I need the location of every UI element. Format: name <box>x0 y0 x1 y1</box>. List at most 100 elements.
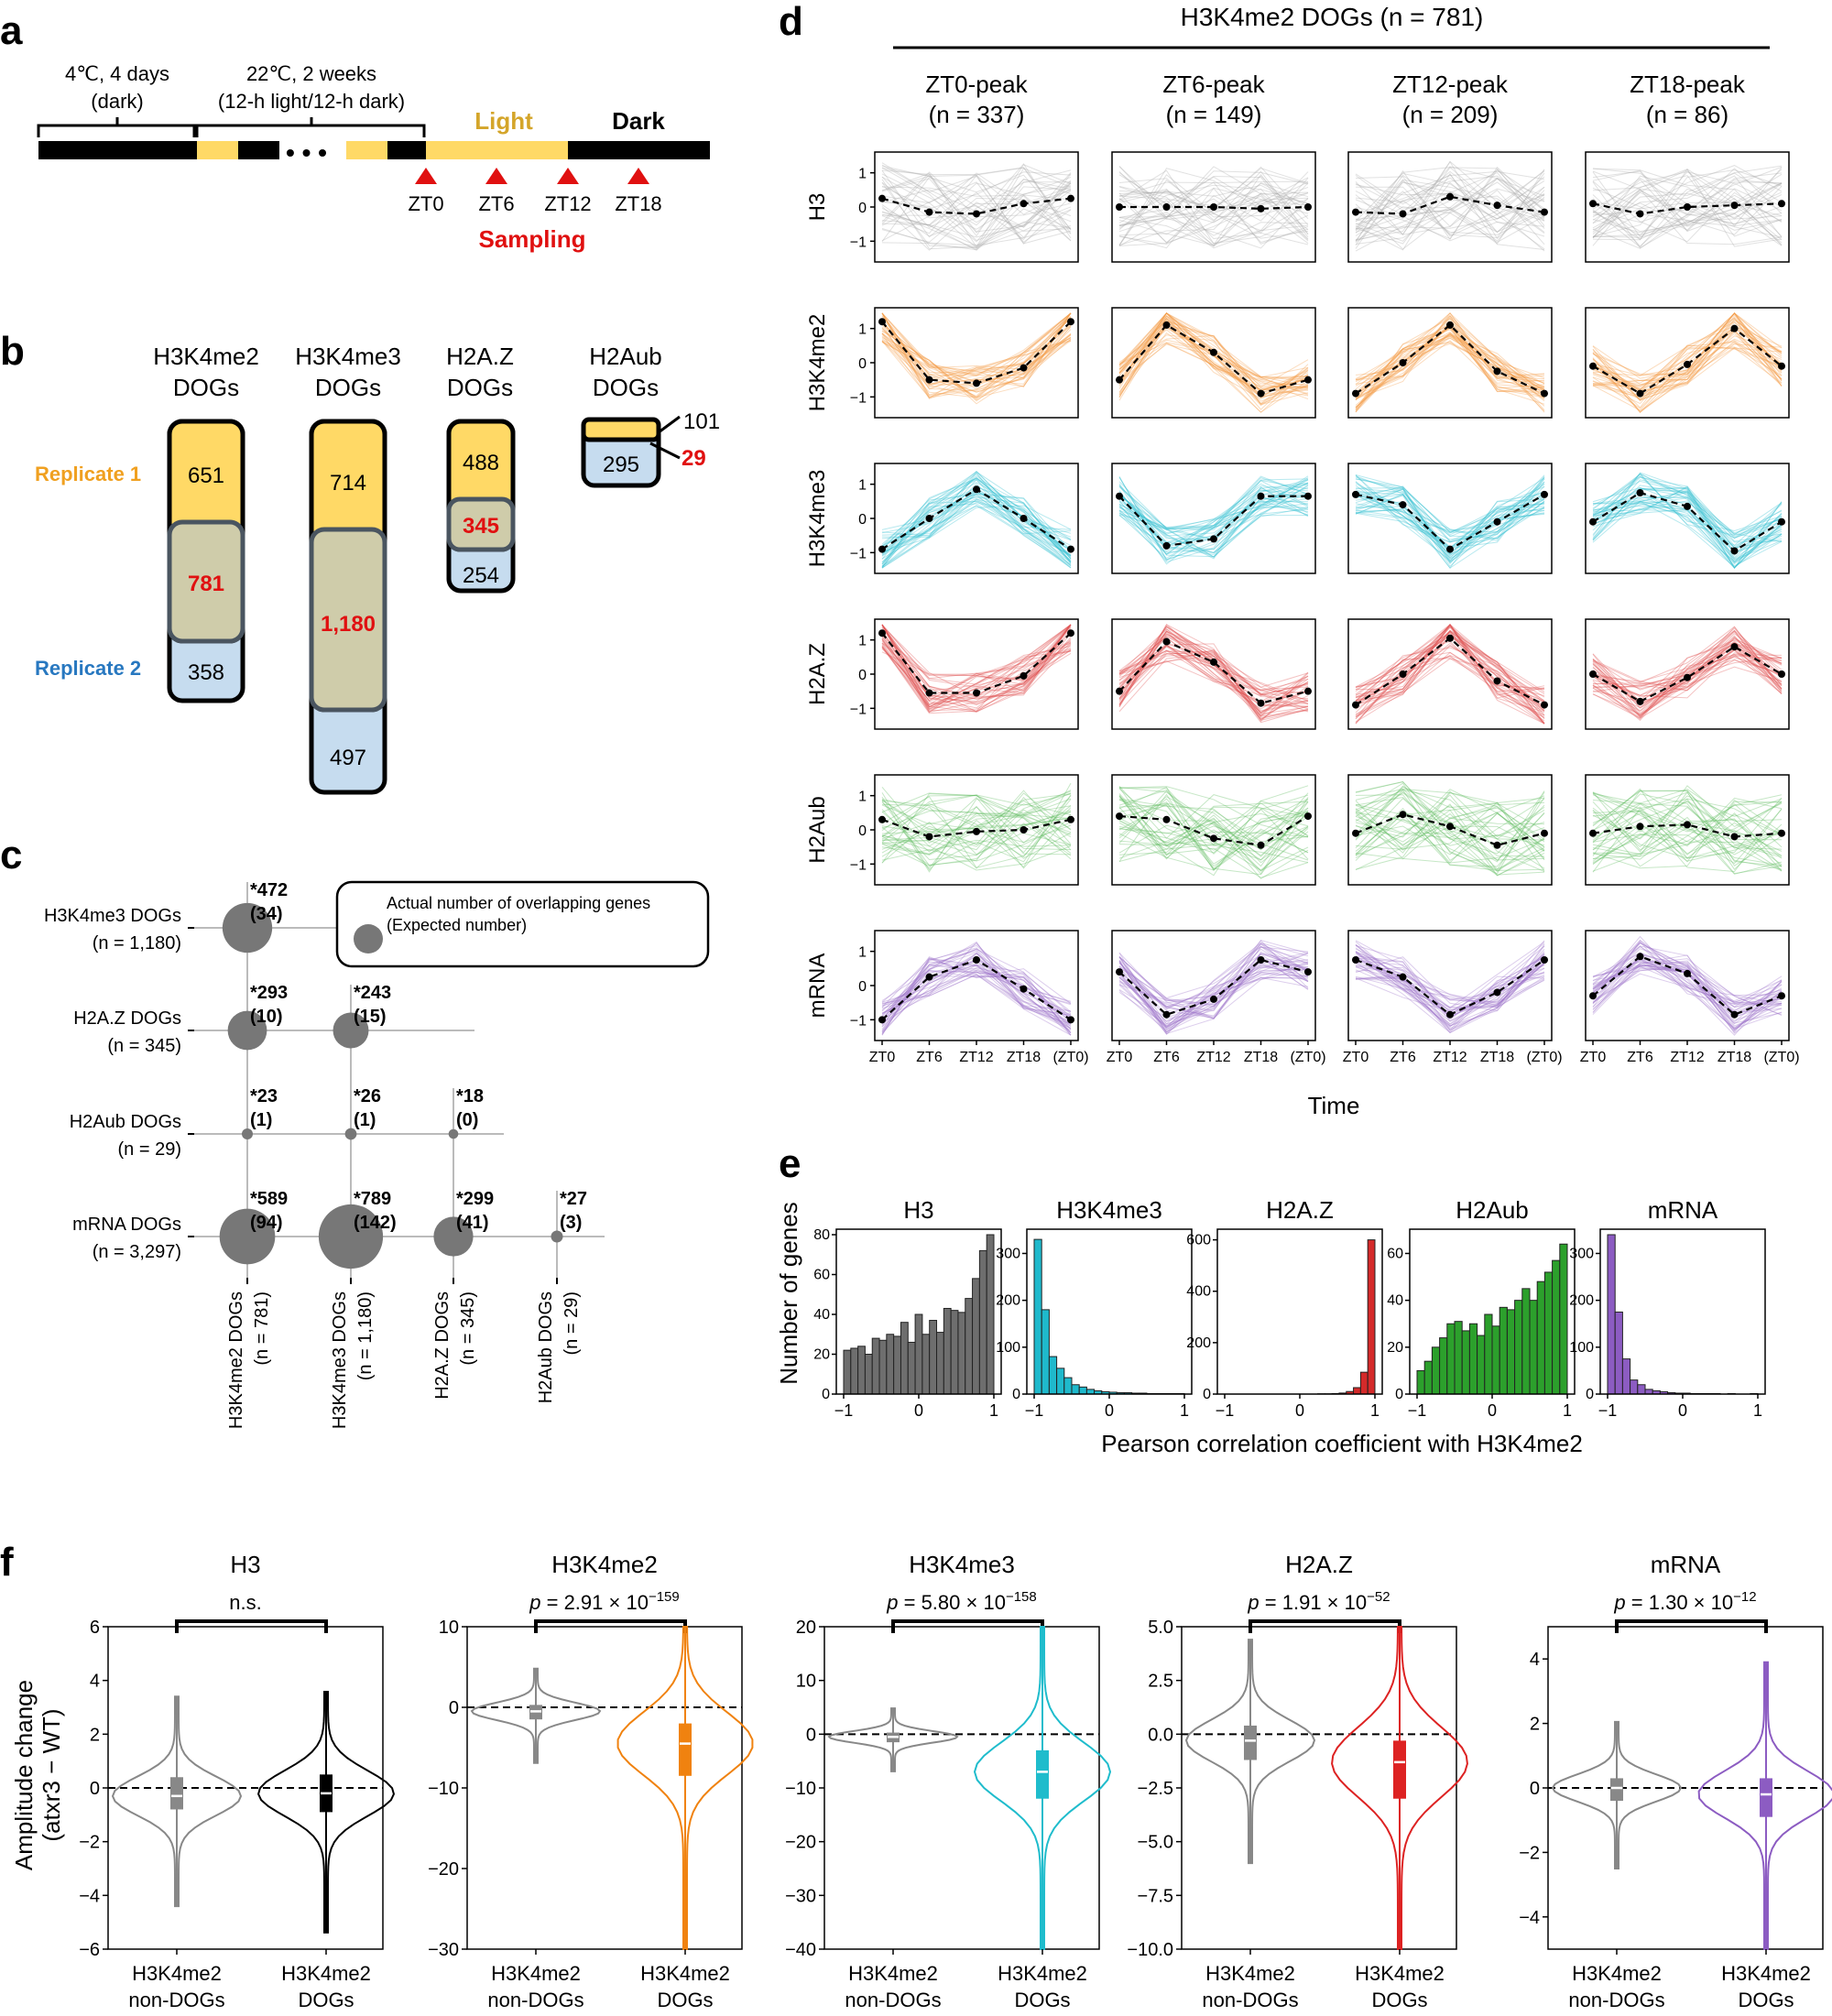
replicate1-label: Replicate 1 <box>35 463 141 485</box>
d-trace <box>1118 807 1309 860</box>
d-mean-line <box>1592 202 1783 215</box>
d-trace <box>1592 793 1783 870</box>
warm-label: 22℃, 2 weeks <box>246 62 376 85</box>
e-title: H3K4me3 <box>1056 1196 1162 1224</box>
d-trace <box>1118 187 1309 226</box>
e-xtick-label: −1 <box>1025 1401 1044 1420</box>
d-mean-point <box>1067 1016 1074 1024</box>
d-ytick-label: 0 <box>858 512 867 528</box>
d-ytick-label: −1 <box>850 390 867 406</box>
d-mean-point <box>878 815 886 823</box>
d-trace <box>1355 340 1545 396</box>
d-trace <box>1118 796 1309 867</box>
d-trace <box>1118 953 1309 1020</box>
f-grid: H3n.s.6420−2−4−6H3K4me2non-DOGsH3K4me2DO… <box>79 1551 1832 2011</box>
d-trace <box>1355 320 1545 408</box>
sampling-timepoint: ZT18 <box>615 192 661 215</box>
d-trace <box>881 322 1072 393</box>
d-trace <box>1118 963 1309 1016</box>
d-trace <box>1355 632 1545 716</box>
d-trace <box>881 792 1072 851</box>
d-trace <box>1355 790 1545 862</box>
d-mean-point <box>1636 953 1644 961</box>
d-xlabel: Time <box>1308 1092 1360 1119</box>
d-mean-point <box>1730 324 1739 332</box>
d-trace <box>1355 478 1545 533</box>
d-mean-point <box>925 689 933 697</box>
cold-label: 4℃, 4 days <box>65 62 169 85</box>
f-ytick-label: −2.5 <box>1138 1779 1173 1799</box>
d-trace <box>881 948 1072 1036</box>
d-trace <box>1355 780 1545 863</box>
d-trace <box>881 312 1072 376</box>
d-xtick-label: ZT6 <box>916 1050 943 1065</box>
d-mean-point <box>973 485 980 494</box>
f-cat-label: H3K4me2 <box>281 1962 371 1985</box>
e-ytick-label: 100 <box>1569 1340 1594 1356</box>
d-trace <box>1592 473 1783 554</box>
d-trace <box>1355 474 1545 561</box>
d-ytick-label: 1 <box>858 478 867 494</box>
f-subplot: H3 n.s. 6 4 2 0 −2 −4 −6 H3K4me2 non-DOGs H3K4me2 DO… <box>79 1551 396 2011</box>
d-frame <box>874 930 1079 1041</box>
d-trace <box>1355 630 1545 712</box>
d-trace <box>1592 179 1783 240</box>
d-mean-point <box>925 376 933 384</box>
e-ytick-label: 20 <box>1387 1340 1403 1356</box>
d-mean-point <box>973 956 980 964</box>
d-trace <box>1355 335 1545 409</box>
d-mean-point <box>1778 362 1785 370</box>
b-overlap-h3k4me2: 781 <box>188 572 224 596</box>
d-trace <box>881 798 1072 866</box>
d-mean-point <box>1304 492 1312 500</box>
d-trace <box>881 493 1072 560</box>
d-col-title: ZT12-peak <box>1392 71 1509 98</box>
e-bar <box>1477 1335 1486 1395</box>
d-trace <box>1355 957 1545 1033</box>
d-trace <box>1118 786 1309 838</box>
d-trace <box>1118 814 1309 864</box>
d-trace <box>1355 487 1545 555</box>
d-trace <box>1118 483 1309 554</box>
d-trace <box>881 642 1072 706</box>
d-trace <box>1355 172 1545 238</box>
d-trace <box>881 799 1072 851</box>
f-ytick-label: −10.0 <box>1127 1940 1173 1960</box>
d-frame <box>1111 463 1316 574</box>
d-mean-point <box>1020 200 1028 208</box>
d-trace <box>1355 474 1545 543</box>
d-mean-point <box>1304 203 1312 211</box>
d-xtick-label: ZT12 <box>1433 1050 1467 1065</box>
d-trace <box>1118 475 1309 543</box>
d-trace <box>1355 624 1545 718</box>
d-trace <box>1118 637 1309 707</box>
f-ytick-label: −5.0 <box>1138 1833 1173 1853</box>
d-trace <box>1118 322 1309 413</box>
d-trace <box>881 794 1072 844</box>
c-col-n: (n = 1,180) <box>355 1291 376 1380</box>
b-h2aub-leaders <box>649 415 681 460</box>
d-trace <box>1355 955 1545 1025</box>
d-trace <box>881 786 1072 844</box>
d-trace <box>1118 180 1309 197</box>
d-subplot <box>1111 307 1316 419</box>
d-mean-point <box>1493 367 1501 376</box>
d-trace <box>1592 169 1783 232</box>
d-trace <box>881 625 1072 698</box>
d-trace <box>1355 953 1545 1007</box>
d-trace <box>1118 485 1309 565</box>
d-trace <box>881 624 1072 700</box>
d-xtick-label: ZT0 <box>1107 1050 1133 1065</box>
d-trace <box>1355 495 1545 568</box>
d-trace <box>881 498 1072 557</box>
e-ytick-label: 200 <box>1569 1293 1594 1309</box>
d-ytick-label: −1 <box>850 234 867 250</box>
c-row-n: (n = 345) <box>107 1036 181 1056</box>
c-expected: (34) <box>250 904 283 924</box>
e-bar <box>1431 1346 1441 1395</box>
d-mean-point <box>1304 812 1312 821</box>
d-trace <box>881 172 1072 238</box>
d-trace <box>1355 493 1545 556</box>
d-mean-point <box>1020 364 1028 372</box>
d-trace <box>1118 485 1309 558</box>
